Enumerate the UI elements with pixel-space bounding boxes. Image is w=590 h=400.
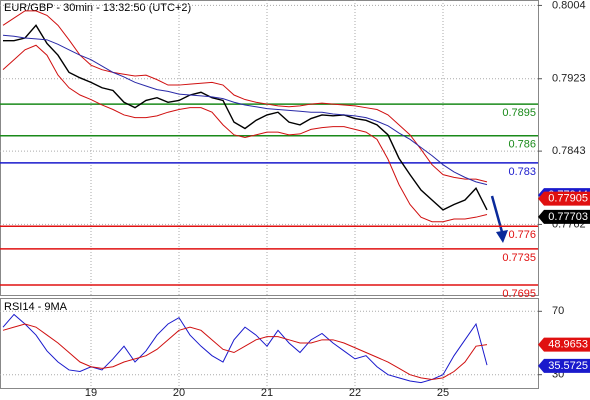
rsi-title: RSI14 - 9MA	[4, 301, 68, 313]
y-tick-label: 0.7843	[552, 145, 586, 157]
price-panel	[0, 0, 539, 296]
series-line	[2, 323, 488, 380]
price-label: 0.77703	[548, 211, 588, 223]
x-tick-label: 25	[437, 387, 449, 399]
y-tick-label: 0.7923	[552, 73, 586, 85]
series-line	[2, 34, 488, 186]
price-label: 35.5725	[548, 360, 588, 372]
level-label: 0.786	[508, 139, 536, 151]
series-line	[3, 24, 488, 211]
y-tick-label: 70	[552, 305, 564, 317]
level-label: 0.7735	[502, 252, 536, 264]
x-tick-label: 22	[349, 387, 361, 399]
price-label-box	[538, 209, 590, 224]
series-line	[2, 313, 488, 384]
rsi-panel	[0, 298, 539, 389]
series-line	[2, 10, 488, 183]
level-label: 0.783	[508, 166, 536, 178]
y-tick-label: 0.8004	[552, 0, 586, 11]
series-line	[2, 44, 488, 223]
level-label: 0.7695	[502, 288, 536, 300]
price-label-box	[538, 358, 590, 373]
price-label: 48.9653	[548, 339, 588, 351]
chart-title: EUR/GBP - 30min - 13:32:50 (UTC+2)	[4, 2, 191, 14]
level-label: 0.776	[508, 229, 536, 241]
price-label-box	[538, 191, 590, 206]
level-label: 0.7895	[502, 107, 536, 119]
price-label-box	[538, 337, 590, 352]
x-tick-label: 21	[261, 387, 273, 399]
x-tick-label: 19	[85, 387, 97, 399]
price-label: 0.77905	[548, 193, 588, 205]
x-tick-label: 20	[173, 387, 185, 399]
